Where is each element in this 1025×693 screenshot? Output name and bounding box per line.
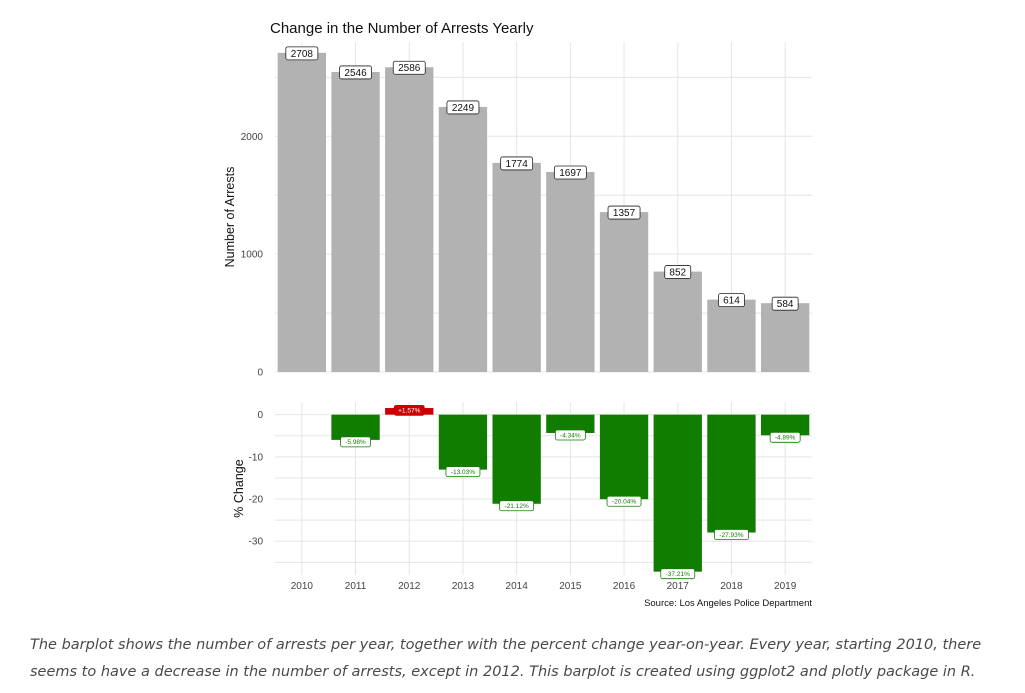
change-data-label-2015: -4.34% (554, 429, 586, 441)
arrests-data-label-2016: 1357 (607, 205, 641, 220)
x-tick-label-2018: 2018 (720, 581, 743, 592)
arrests-data-label-2014: 1774 (500, 156, 534, 171)
x-tick-label-2014: 2014 (506, 581, 529, 592)
chart-title: Change in the Number of Arrests Yearly (270, 20, 534, 37)
svg-text:-37.21%: -37.21% (666, 571, 690, 578)
arrests-bar-2015 (546, 171, 595, 372)
arrests-data-label-2013: 2249 (446, 100, 480, 115)
svg-text:1357: 1357 (613, 208, 636, 219)
x-tick-label-2010: 2010 (291, 581, 314, 592)
figure-caption: The barplot shows the number of arrests … (30, 637, 982, 680)
svg-text:2586: 2586 (398, 63, 421, 74)
arrests-data-label-2010: 2708 (285, 46, 319, 61)
change-bar-2015 (546, 414, 595, 433)
svg-text:-21.12%: -21.12% (505, 503, 529, 510)
x-tick-label-2016: 2016 (613, 581, 636, 592)
svg-text:2708: 2708 (291, 49, 314, 60)
change-bar-2014 (492, 414, 541, 504)
arrests-chart: Change in the Number of Arrests Yearly N… (223, 20, 812, 609)
arrests-bar-2013 (438, 106, 488, 373)
arrests-data-label-2011: 2546 (339, 65, 372, 80)
arrests-bar-2012 (385, 67, 434, 372)
svg-text:614: 614 (723, 296, 740, 307)
svg-text:+1.57%: +1.57% (398, 408, 420, 415)
arrests-panel: 0 1000 2000 2708 2546 2586 2249 1774 1697 1357 852… (241, 42, 812, 379)
bottom-y-axis-title: % Change (232, 459, 246, 517)
svg-text:-4.34%: -4.34% (560, 432, 581, 439)
change-data-label-2016: -20.04% (606, 495, 642, 507)
arrests-data-label-2017: 852 (664, 265, 692, 279)
x-tick-label-2013: 2013 (452, 581, 475, 592)
svg-text:2249: 2249 (452, 103, 475, 114)
svg-text:852: 852 (669, 268, 686, 279)
svg-text:-13.03%: -13.03% (451, 469, 475, 476)
top-y-tick-label: 1000 (241, 250, 264, 261)
bottom-y-tick-label: 0 (257, 410, 263, 421)
svg-text:-4.89%: -4.89% (775, 435, 796, 442)
arrests-bar-2016 (599, 212, 649, 372)
svg-text:1697: 1697 (559, 168, 582, 179)
svg-text:-27.93%: -27.93% (719, 532, 743, 539)
svg-text:1774: 1774 (506, 159, 529, 170)
x-tick-label-2012: 2012 (398, 581, 421, 592)
arrests-data-label-2019: 584 (771, 296, 799, 311)
top-y-axis-title: Number of Arrests (223, 167, 237, 268)
change-bar-2018 (707, 414, 756, 533)
svg-text:-20.04%: -20.04% (612, 499, 636, 506)
change-data-label-2012: +1.57% (393, 404, 425, 416)
percent-change-panel: 0 -10 -20 -30 -5.98% +1.57% -13.03% -21.12% -4.3… (249, 402, 812, 592)
arrests-bar-2018 (707, 299, 756, 372)
arrests-bar-2010 (277, 52, 327, 372)
top-y-tick-label: 0 (257, 368, 263, 379)
x-tick-label-2015: 2015 (559, 581, 582, 592)
change-data-label-2019: -4.89% (769, 431, 801, 443)
source-note: Source: Los Angeles Police Department (644, 598, 812, 609)
svg-text:584: 584 (777, 299, 794, 310)
svg-text:-5.98%: -5.98% (345, 439, 366, 446)
change-data-label-2018: -27.93% (714, 529, 749, 540)
change-bar-2019 (760, 414, 810, 436)
bottom-y-tick-label: -10 (249, 452, 264, 463)
change-data-label-2013: -13.03% (445, 466, 481, 478)
change-bar-2013 (438, 414, 488, 470)
arrests-data-label-2015: 1697 (553, 165, 587, 180)
bottom-y-tick-label: -30 (249, 537, 264, 548)
change-data-label-2011: -5.98% (340, 436, 371, 448)
arrests-bar-2014 (492, 162, 541, 372)
x-tick-label-2011: 2011 (345, 581, 367, 592)
top-y-tick-label: 2000 (241, 132, 264, 143)
arrests-data-label-2018: 614 (718, 293, 745, 308)
bottom-y-tick-label: -20 (249, 495, 264, 506)
change-data-label-2014: -21.12% (499, 500, 535, 512)
arrests-bar-2019 (760, 303, 810, 372)
svg-text:2546: 2546 (344, 68, 367, 79)
arrests-bar-2011 (331, 71, 380, 372)
change-bar-2016 (599, 414, 649, 500)
arrests-data-label-2012: 2586 (392, 60, 426, 75)
change-bar-2017 (653, 414, 702, 572)
x-tick-label-2019: 2019 (774, 581, 797, 592)
change-data-label-2017: -37.21% (660, 568, 696, 580)
change-bar-2011 (331, 414, 380, 440)
arrests-bar-2017 (653, 271, 702, 372)
x-tick-label-2017: 2017 (667, 581, 690, 592)
